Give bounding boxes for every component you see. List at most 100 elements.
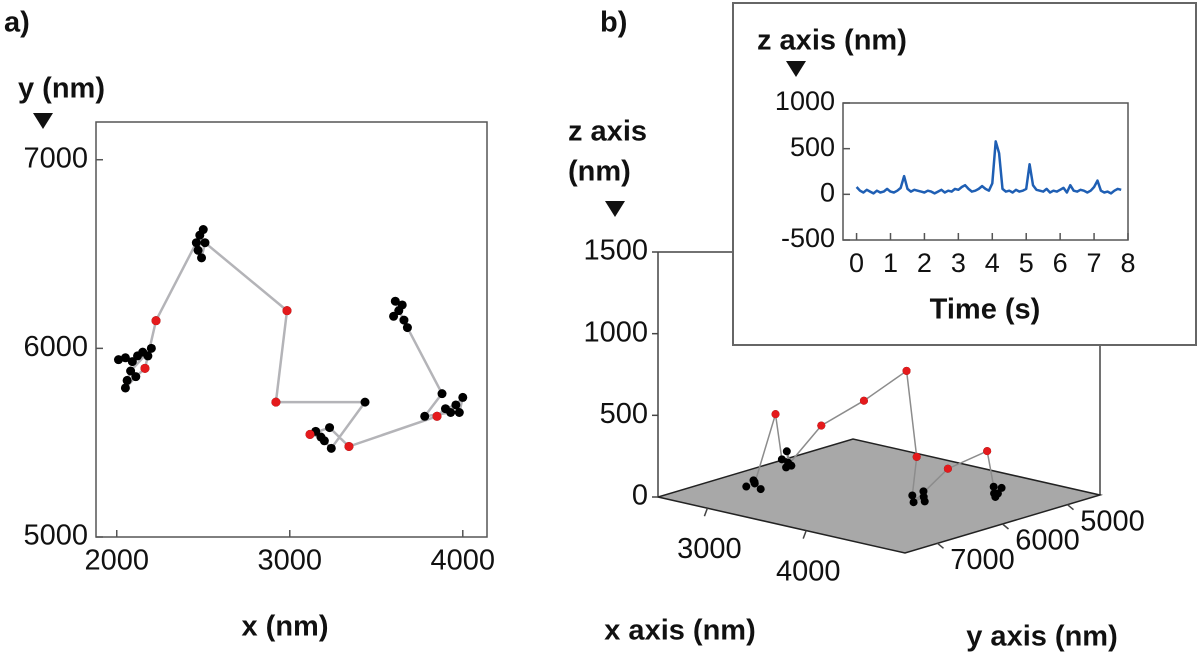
point [756,485,765,494]
point [458,392,468,402]
x-tick-label: 8 [1120,248,1135,278]
point [399,315,409,325]
y-axis-title: y (nm) [18,73,105,105]
point [817,421,826,430]
y-tick [1002,523,1009,530]
point [197,253,207,263]
point [908,491,917,500]
point [140,363,150,373]
point [782,463,791,472]
y-tick-label: 7000 [950,544,1015,576]
point [859,396,868,405]
point [326,443,336,453]
point [344,441,354,451]
point [120,383,130,393]
point [126,366,136,376]
inset-frame [732,2,1197,346]
point [397,300,407,310]
x-tick-label: 1 [883,248,898,278]
x-tick [703,507,709,517]
panel-label: a) [4,7,30,39]
x-tick-label: 2000 [85,545,150,577]
point [782,447,791,456]
point [919,492,928,501]
point [912,452,921,461]
point [360,397,370,407]
point [943,464,952,473]
point [271,397,281,407]
arrow [33,113,53,129]
point [902,366,911,375]
point [305,429,315,439]
line [118,228,465,450]
point [420,411,430,421]
y-tick-label: 500 [790,132,835,162]
point [750,479,759,488]
x-tick-label: 3 [951,248,966,278]
x-tick-label: 2 [917,248,932,278]
point [113,355,123,365]
z-tick-label: 0 [632,480,648,512]
z-axis-title: z axis [568,116,647,148]
x-tick-label: 5 [1019,248,1034,278]
point [200,238,210,248]
x-tick-label: 3000 [258,545,323,577]
x-axis-title: x (nm) [242,611,329,643]
point [446,408,456,417]
y-axis-title: y axis (nm) [966,621,1118,653]
point [451,400,461,410]
x-tick-label: 0 [849,248,864,278]
point [127,357,137,367]
y-tick-label: 6000 [1015,525,1080,557]
point [997,483,1006,492]
point [777,455,786,464]
point [191,238,201,248]
y-tick-label: 1000 [775,86,835,116]
point [151,316,161,326]
point [316,432,326,442]
point [131,372,141,382]
x-tick-label: 6 [1053,248,1068,278]
y-tick-label: -500 [781,223,835,253]
point [282,306,292,316]
y-tick-label: 5000 [23,520,88,552]
point [198,225,208,235]
arrow [605,201,625,217]
y-tick-label: 5000 [1080,505,1145,537]
point [989,482,998,491]
z-tick-label: 1500 [583,235,648,267]
panel-label: b) [600,7,627,39]
line [855,140,1122,195]
y-tick-label: 0 [820,177,835,207]
arrow [786,61,806,77]
x-tick-label: 4000 [776,555,841,587]
x-tick-label: 7 [1087,248,1102,278]
point [325,423,335,433]
point [454,408,464,417]
point [122,375,132,385]
point [432,411,442,421]
point [771,410,780,419]
point [193,245,203,255]
point [120,353,130,363]
y-tick-label: 7000 [23,142,88,174]
point [389,311,399,321]
x-axis-title: Time (s) [930,294,1041,326]
point [146,343,156,353]
z-tick-label: 1000 [583,316,648,348]
point [909,498,918,507]
y-axis-title: z axis (nm) [757,25,907,57]
y-tick-label: 6000 [23,331,88,363]
plot-frame [95,121,488,538]
x-axis-title: x axis (nm) [604,615,756,647]
y-tick [937,542,944,549]
point [742,482,751,491]
y-tick [1067,504,1074,511]
plot-a: 5000 6000 7000 2000 3000 4000 [23,121,495,577]
plot-frame [842,102,1129,241]
x-tick-label: 3000 [677,533,742,565]
z-tick-label: 500 [600,398,648,430]
